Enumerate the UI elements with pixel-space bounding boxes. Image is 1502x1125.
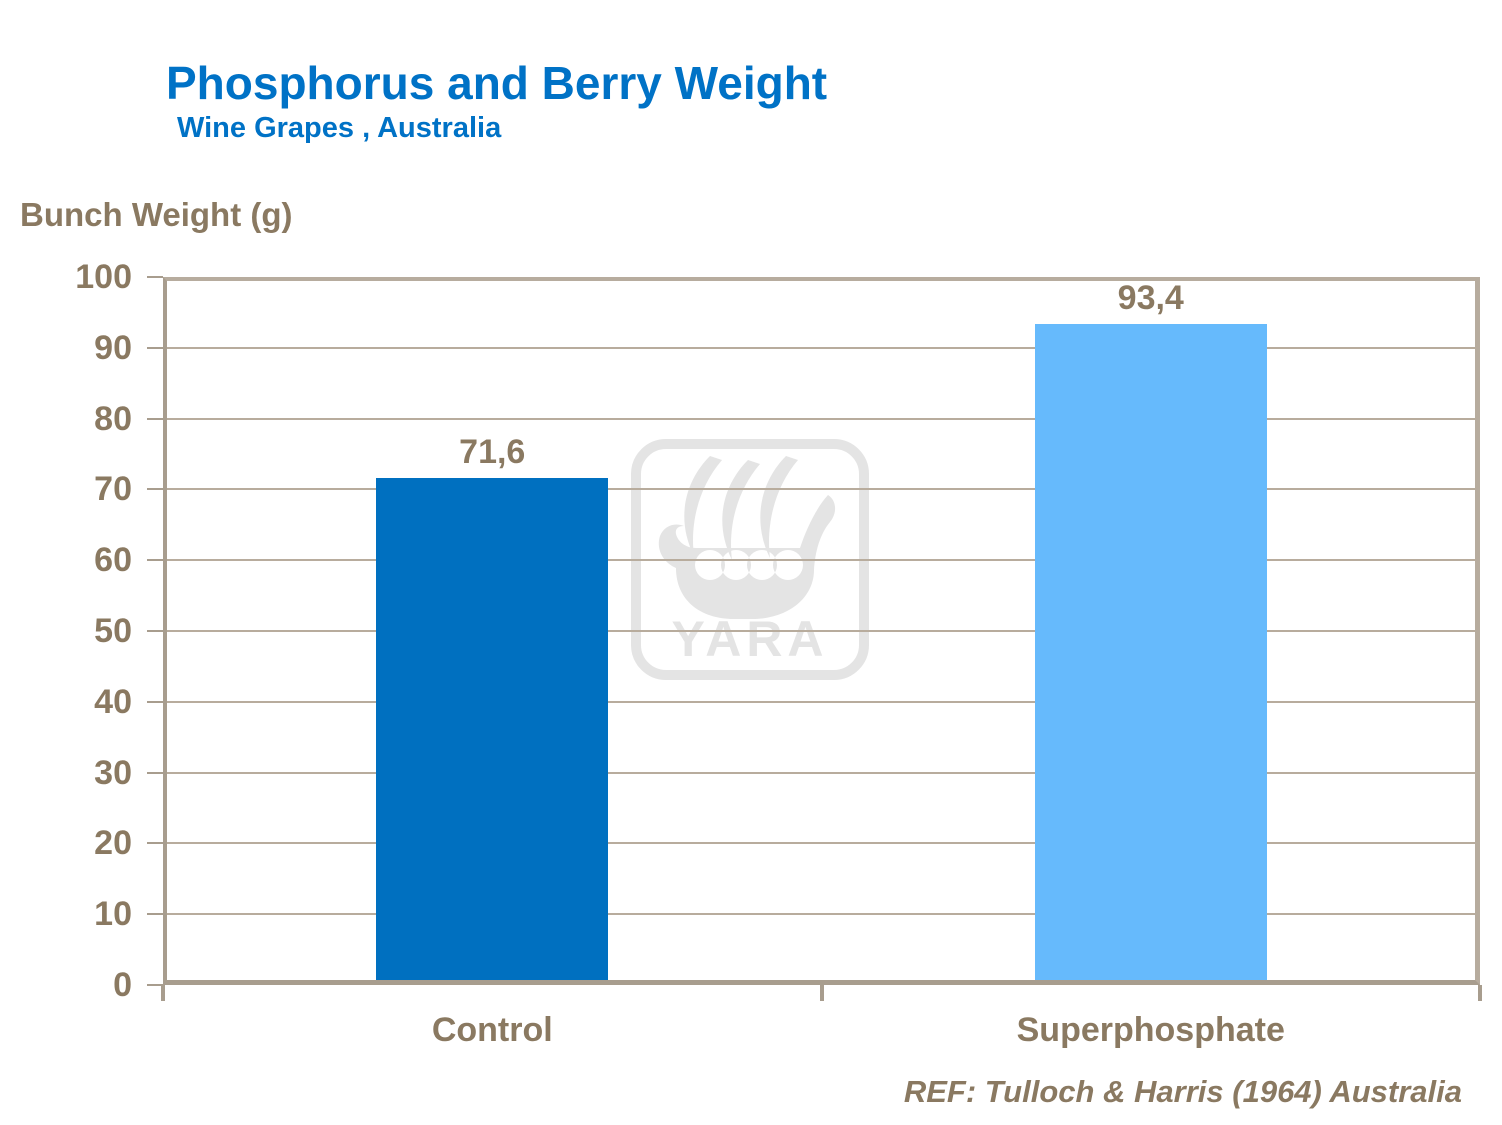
bar-control: [376, 478, 609, 985]
y-tick-mark: [147, 346, 163, 349]
sail-icon: [684, 456, 722, 556]
y-tick-label: 50: [94, 612, 132, 650]
y-tick-label: 70: [94, 470, 132, 509]
bar-superphosphate: [1034, 323, 1267, 985]
y-tick-label: 10: [94, 895, 132, 934]
sail-icon: [760, 456, 798, 558]
gridline: [163, 913, 1480, 916]
gridline: [163, 346, 1480, 349]
sail-icon: [722, 460, 760, 560]
gridline: [163, 417, 1480, 420]
y-tick-label: 40: [94, 682, 132, 721]
y-tick-mark: [147, 559, 163, 562]
yara-logo-watermark: YARA: [631, 439, 869, 680]
y-tick-mark: [147, 276, 163, 278]
y-tick-mark: [147, 700, 163, 703]
gridline: [163, 488, 1480, 491]
y-tick-mark: [147, 630, 163, 632]
y-axis-label: Bunch Weight (g): [20, 196, 293, 233]
y-tick-label: 20: [94, 824, 132, 863]
y-tick-mark: [147, 984, 163, 986]
gridline: [163, 771, 1480, 774]
reference-text: REF: Tulloch & Harris (1964) Australia: [903, 1074, 1462, 1109]
y-tick-label: 80: [94, 399, 132, 438]
chart-subtitle: Wine Grapes , Australia: [177, 112, 502, 144]
gridline: [163, 700, 1480, 703]
y-tick-mark: [147, 842, 163, 845]
x-tick-mark: [1478, 985, 1482, 1001]
y-tick-mark: [147, 771, 163, 774]
y-tick-mark: [147, 488, 163, 491]
x-axis-label-control: Control: [431, 1011, 553, 1049]
watermark-label: YARA: [671, 611, 828, 667]
y-tick-label: 30: [94, 753, 132, 792]
chart-title: Phosphorus and Berry Weight: [166, 57, 828, 109]
y-tick-label: 90: [94, 328, 132, 367]
gridline: [163, 842, 1480, 845]
x-tick-mark: [819, 985, 824, 1001]
y-tick-mark: [147, 913, 163, 916]
y-tick-label: 0: [113, 966, 132, 1004]
x-axis-label-superphosphate: Superphosphate: [1016, 1011, 1285, 1049]
y-tick-label: 100: [75, 258, 132, 296]
gridline: [163, 630, 1480, 632]
viking-ship-icon: YARA: [631, 439, 869, 680]
gridline: [163, 559, 1480, 562]
value-label-control: 71,6: [459, 433, 526, 472]
value-label-superphosphate: 93,4: [1117, 278, 1184, 317]
y-tick-label: 60: [94, 541, 132, 580]
plot-area: [163, 277, 1480, 985]
y-tick-mark: [147, 417, 163, 420]
hull-icon: [658, 495, 836, 619]
x-tick-mark: [161, 985, 165, 1001]
